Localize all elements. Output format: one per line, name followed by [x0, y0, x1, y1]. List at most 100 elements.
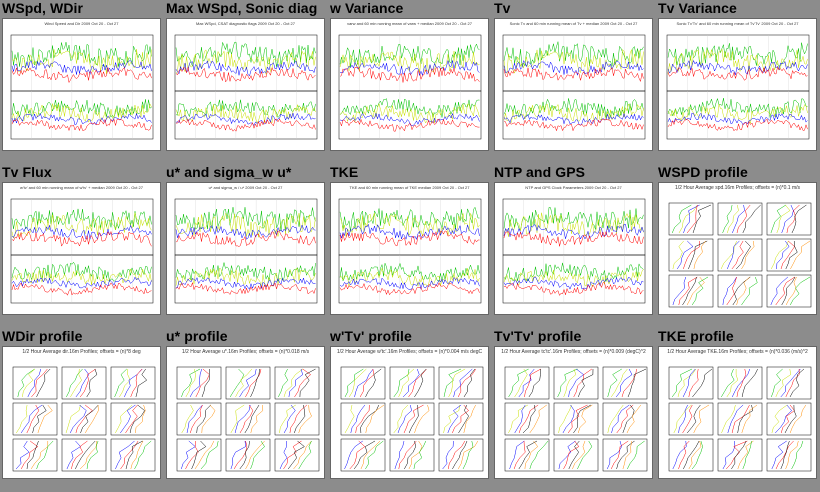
- plot-thumbnail[interactable]: NTP and GPS Clock Parameters 2009 Oct 20…: [494, 182, 653, 315]
- profile-panel: [110, 402, 156, 436]
- plot-thumbnail[interactable]: varw and 60 min running mean of varw + m…: [330, 18, 489, 151]
- profile-line: [298, 440, 312, 470]
- series-line: [11, 99, 152, 119]
- profile-line: [573, 368, 593, 398]
- plot-graphic: [174, 198, 318, 304]
- profile-panel: [225, 366, 271, 400]
- plot-thumbnail[interactable]: Wind Speed and Dir 2009 Oct 20 - Oct 27: [2, 18, 161, 151]
- plot-tile-tke-profile[interactable]: TKE profile 1/2 Hour Average TKE.16m Pro…: [656, 328, 817, 483]
- plot-thumbnail[interactable]: Sonic Tv'Tv' and 60 min running mean of …: [658, 18, 817, 151]
- plot-tile-tv-flux[interactable]: Tv Flux w'tv' and 60 min running mean of…: [0, 164, 161, 319]
- plot-thumbnail[interactable]: w'tv' and 60 min running mean of w'tv' +…: [2, 182, 161, 315]
- profile-panel: [553, 402, 599, 436]
- plot-thumbnail[interactable]: Sonic Tv and 60 min running mean of Tv +…: [494, 18, 653, 151]
- plot-tile-wtv-profile[interactable]: w'Tv' profile 1/2 Hour Average w'tc'.16m…: [328, 328, 489, 483]
- profile-line: [129, 404, 145, 434]
- plot-title: TKE: [330, 164, 359, 180]
- profile-panel: [340, 438, 386, 472]
- series-line: [339, 206, 480, 232]
- plot-panel: [666, 90, 810, 140]
- plot-thumbnail[interactable]: 1/2 Hour Average w'tc'.16m Profiles; off…: [330, 346, 489, 479]
- plot-panel: [174, 254, 318, 304]
- profile-line: [616, 440, 635, 470]
- profile-line: [558, 404, 572, 434]
- profile-panel: [668, 366, 714, 400]
- plot-tile-max-wspd[interactable]: Max WSpd, Sonic diag Max WSpd, CSAT diag…: [164, 0, 325, 155]
- profile-line: [125, 440, 143, 470]
- profile-line: [563, 440, 580, 470]
- profile-line: [125, 404, 138, 434]
- profile-line: [360, 404, 380, 434]
- plot-tile-wspd-profile[interactable]: WSPD profile 1/2 Hour Average spd.16m Pr…: [656, 164, 817, 319]
- profile-line: [194, 440, 215, 470]
- profile-panel: [717, 274, 763, 308]
- plot-tile-ustar[interactable]: u* and sigma_w u* u* and sigma_w / u* 20…: [164, 164, 325, 319]
- series-line: [503, 282, 644, 296]
- profile-line: [365, 368, 382, 398]
- profile-line: [398, 440, 417, 470]
- profile-line: [789, 276, 811, 306]
- profile-line: [120, 404, 136, 434]
- plot-tile-w-variance[interactable]: w Variance varw and 60 min running mean …: [328, 0, 489, 155]
- profile-line: [780, 440, 790, 470]
- profile-line: [135, 404, 146, 434]
- series-line: [667, 42, 808, 67]
- profile-line: [775, 368, 791, 398]
- profile-line: [692, 440, 703, 470]
- profile-line: [687, 404, 701, 434]
- profile-line: [781, 204, 794, 234]
- profile-line: [398, 368, 415, 398]
- profile-line: [518, 368, 535, 398]
- profile-line: [448, 440, 466, 470]
- plot-tile-tke[interactable]: TKE TKE and 60 min running mean of TKE m…: [328, 164, 489, 319]
- profile-panel: [274, 402, 320, 436]
- plot-tile-tv[interactable]: Tv Sonic Tv and 60 min running mean of T…: [492, 0, 653, 155]
- series-line: [175, 224, 316, 240]
- plot-panel: [338, 90, 482, 140]
- plot-tile-wspd-wdir[interactable]: WSpd, WDir Wind Speed and Dir 2009 Oct 2…: [0, 0, 161, 155]
- profile-line: [577, 440, 593, 470]
- profile-line: [115, 404, 133, 434]
- plot-panel: [10, 34, 154, 92]
- plot-caption: 1/2 Hour Average w'tc'.16m Profiles; off…: [336, 349, 483, 355]
- profile-line: [732, 276, 751, 306]
- plot-tile-ntp-gps[interactable]: NTP and GPS NTP and GPS Clock Parameters…: [492, 164, 653, 319]
- profile-line: [66, 368, 83, 398]
- plot-tile-wdir-profile[interactable]: WDir profile 1/2 Hour Average dir.16m Pr…: [0, 328, 161, 483]
- plot-thumbnail[interactable]: 1/2 Hour Average dir.16m Profiles; offse…: [2, 346, 161, 479]
- profile-line: [447, 404, 462, 434]
- profile-line: [731, 240, 744, 270]
- profile-panel: [602, 366, 648, 400]
- profile-line: [732, 204, 745, 234]
- profile-line: [36, 368, 51, 398]
- profile-line: [686, 204, 698, 234]
- plot-caption: Sonic Tv'Tv' and 60 min running mean of …: [676, 21, 799, 26]
- plot-thumbnail[interactable]: Max WSpd, CSAT diagnostic flags 2009 Oct…: [166, 18, 325, 151]
- profile-panel: [110, 366, 156, 400]
- profile-line: [785, 440, 799, 470]
- plot-tile-tv-variance[interactable]: Tv Variance Sonic Tv'Tv' and 60 min runn…: [656, 0, 817, 155]
- profile-line: [458, 404, 470, 434]
- series-line: [11, 60, 152, 75]
- profile-line: [508, 404, 529, 434]
- plot-thumbnail[interactable]: u* and sigma_w / u* 2009 Oct 20 - Oct 27: [166, 182, 325, 315]
- series-line: [503, 223, 644, 240]
- plot-graphic: [502, 34, 646, 140]
- profile-line: [22, 368, 35, 398]
- plot-thumbnail[interactable]: TKE and 60 min running mean of TKE media…: [330, 182, 489, 315]
- plot-thumbnail[interactable]: 1/2 Hour Average spd.16m Profiles; offse…: [658, 182, 817, 315]
- profile-line: [69, 404, 87, 434]
- profile-line: [683, 204, 700, 234]
- plot-thumbnail[interactable]: 1/2 Hour Average TKE.16m Profiles; offse…: [658, 346, 817, 479]
- profile-line: [250, 404, 264, 434]
- profile-line: [200, 440, 219, 470]
- profile-line: [15, 440, 30, 470]
- plot-thumbnail[interactable]: 1/2 Hour Average u*.16m Profiles; offset…: [166, 346, 325, 479]
- profile-line: [397, 404, 412, 434]
- plot-tile-ustar-profile[interactable]: u* profile 1/2 Hour Average u*.16m Profi…: [164, 328, 325, 483]
- profile-panel: [274, 366, 320, 400]
- plot-tile-tvtv-profile[interactable]: Tv'Tv' profile 1/2 Hour Average tc'tc'.1…: [492, 328, 653, 483]
- plot-thumbnail[interactable]: 1/2 Hour Average tc'tc'.16m Profiles; of…: [494, 346, 653, 479]
- profile-panel: [668, 238, 714, 272]
